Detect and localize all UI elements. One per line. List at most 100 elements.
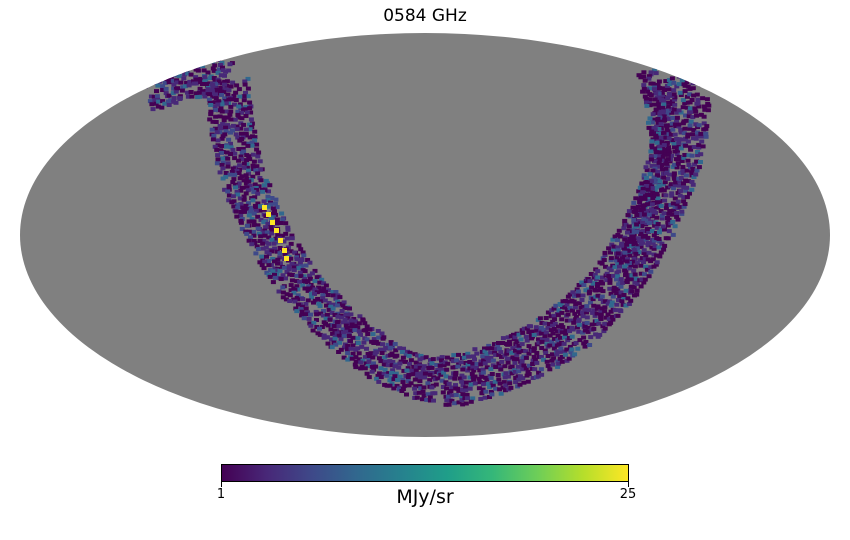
sky-pixel — [217, 54, 223, 59]
sky-pixel — [251, 159, 257, 164]
sky-pixel — [500, 341, 506, 345]
sky-pixel — [649, 132, 655, 137]
sky-pixel — [496, 352, 502, 357]
sky-pixel — [632, 264, 638, 269]
sky-pixel — [662, 118, 668, 123]
sky-pixel — [595, 275, 601, 280]
sky-pixel — [305, 298, 311, 303]
sky-pixel — [672, 149, 678, 154]
sky-pixel — [642, 196, 648, 201]
sky-pixel — [489, 380, 495, 385]
sky-pixel — [672, 224, 678, 229]
sky-pixel — [666, 217, 672, 222]
sky-pixel — [622, 250, 628, 255]
sky-pixel — [395, 378, 401, 382]
sky-pixel — [646, 240, 651, 245]
sky-pixel — [187, 79, 193, 84]
sky-pixel — [626, 224, 632, 229]
sky-pixel — [439, 355, 445, 360]
sky-pixel — [413, 368, 419, 373]
sky-pixel — [573, 301, 579, 306]
sky-pixel — [664, 123, 669, 128]
sky-pixel — [503, 371, 509, 376]
sky-pixel — [661, 171, 666, 176]
sky-pixel — [238, 220, 244, 225]
sky-pixel — [558, 346, 564, 351]
sky-pixel — [388, 340, 394, 345]
sky-pixel — [591, 308, 597, 313]
sky-pixel — [314, 275, 320, 280]
sky-pixel — [651, 87, 657, 92]
sky-pixel — [631, 238, 637, 243]
sky-pixel — [657, 140, 663, 145]
sky-pixel — [602, 321, 608, 326]
sky-pixel — [166, 103, 172, 107]
sky-pixel — [351, 317, 357, 321]
sky-pixel — [311, 289, 317, 294]
sky-pixel — [231, 177, 237, 182]
sky-pixel — [592, 272, 598, 277]
sky-pixel — [572, 311, 578, 316]
sky-pixel — [556, 361, 562, 366]
sky-pixel — [474, 351, 480, 356]
sky-pixel — [280, 290, 286, 295]
sky-pixel — [657, 239, 663, 244]
sky-pixel — [449, 385, 455, 390]
sky-pixel — [161, 72, 167, 77]
sky-pixel — [248, 117, 254, 122]
sky-pixel — [533, 325, 539, 330]
sky-pixel — [481, 358, 487, 363]
sky-pixel — [286, 264, 292, 269]
sky-pixel — [169, 72, 175, 77]
sky-pixel — [644, 176, 649, 180]
sky-pixel — [498, 391, 504, 396]
sky-pixel — [607, 299, 613, 304]
sky-pixel — [468, 399, 474, 404]
sky-pixel — [641, 83, 647, 88]
sky-pixel — [252, 203, 258, 208]
sky-pixel — [274, 205, 280, 210]
sky-pixel — [350, 335, 356, 340]
sky-pixel — [386, 371, 392, 376]
sky-pixel — [641, 251, 647, 255]
sky-pixel — [211, 76, 217, 80]
sky-pixel — [429, 385, 435, 390]
sky-pixel — [177, 96, 183, 101]
sky-pixel — [385, 363, 391, 368]
sky-pixel — [343, 313, 349, 317]
sky-pixel — [539, 339, 545, 344]
sky-pixel — [703, 134, 709, 139]
sky-pixel — [314, 325, 320, 329]
sky-pixel — [688, 147, 694, 152]
sky-pixel — [594, 284, 600, 289]
sky-pixel — [269, 237, 275, 242]
sky-pixel — [228, 109, 234, 114]
sky-pixel — [239, 151, 245, 155]
sky-pixel — [470, 396, 476, 401]
sky-pixel — [171, 82, 177, 87]
sky-pixel — [618, 234, 623, 239]
sky-pixel — [648, 207, 654, 212]
sky-pixel — [250, 198, 256, 203]
sky-pixel — [411, 364, 417, 369]
sky-pixel — [488, 375, 494, 380]
sky-pixel — [339, 315, 344, 320]
sky-pixel — [243, 203, 249, 208]
sky-pixel — [621, 226, 627, 231]
sky-pixel — [665, 111, 671, 116]
sky-pixel — [312, 287, 318, 292]
sky-pixel — [236, 158, 242, 163]
sky-pixel — [341, 355, 347, 360]
sky-pixel — [303, 306, 309, 311]
sky-pixel — [563, 331, 569, 336]
sky-pixel — [516, 369, 522, 374]
sky-pixel — [213, 120, 219, 124]
sky-pixel — [390, 368, 396, 373]
sky-pixel — [306, 316, 312, 321]
sky-pixel — [140, 76, 146, 80]
sky-pixel — [680, 98, 686, 103]
sky-pixel — [489, 389, 494, 394]
sky-pixel — [396, 387, 402, 392]
sky-pixel — [387, 383, 393, 388]
sky-pixel — [270, 269, 276, 274]
